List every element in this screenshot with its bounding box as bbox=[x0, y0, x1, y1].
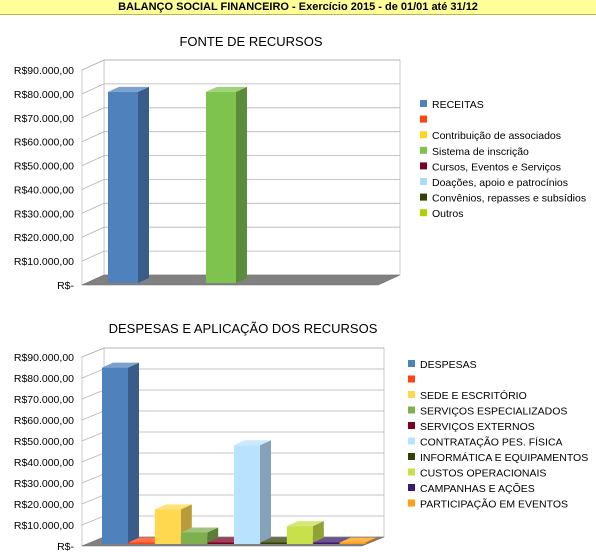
legend-entry: CUSTOS OPERACIONAIS bbox=[420, 468, 546, 480]
y-tick-label: R$30.000,00 bbox=[14, 478, 74, 490]
gridline bbox=[81, 83, 400, 95]
bar bbox=[102, 362, 139, 544]
legend-swatch bbox=[420, 178, 427, 185]
legend-swatch bbox=[408, 375, 415, 383]
legend-swatch bbox=[420, 193, 427, 201]
legend-swatch bbox=[408, 360, 415, 367]
y-tick-label: R$50.000,00 bbox=[14, 436, 74, 448]
legend-entry: Sistema de inscrição bbox=[432, 146, 529, 158]
y-tick-label: R$10.000,00 bbox=[14, 256, 74, 268]
y-tick-label: R$60.000,00 bbox=[14, 137, 74, 149]
legend-swatch bbox=[408, 453, 415, 460]
legend-entry: CAMPANHAS E AÇÕES bbox=[420, 482, 535, 495]
legend-swatch bbox=[408, 484, 415, 491]
gridline bbox=[81, 226, 400, 238]
chart-side-wall bbox=[81, 347, 105, 547]
y-tick-label: R$40.000,00 bbox=[14, 457, 74, 469]
gridline bbox=[81, 202, 400, 214]
legend-entry: Cursos, Eventos e Serviços bbox=[432, 161, 561, 173]
gridline bbox=[81, 107, 400, 119]
y-tick-label: R$- bbox=[57, 541, 74, 553]
legend-entry: PARTICIPAÇÃO EM EVENTOS bbox=[420, 498, 568, 511]
y-tick-label: R$70.000,00 bbox=[14, 113, 74, 125]
legend-swatch bbox=[408, 437, 415, 445]
chart-title: FONTE DE RECURSOS bbox=[179, 34, 322, 49]
legend-entry: CONTRATAÇÃO PES. FÍSICA bbox=[420, 436, 563, 449]
y-tick-label: R$- bbox=[57, 280, 74, 292]
legend-entry: SERVIÇOS ESPECIALIZADOS bbox=[420, 406, 567, 418]
legend-entry: DESPESAS bbox=[420, 359, 477, 371]
legend-entry: Outros bbox=[432, 208, 464, 220]
y-tick-label: R$90.000,00 bbox=[14, 352, 74, 364]
y-tick-label: R$80.000,00 bbox=[14, 373, 74, 385]
legend-swatch bbox=[408, 499, 415, 507]
y-tick-label: R$20.000,00 bbox=[14, 499, 74, 511]
legend-swatch bbox=[408, 422, 415, 429]
legend-swatch bbox=[420, 209, 427, 217]
gridline bbox=[81, 155, 400, 166]
bar bbox=[234, 440, 271, 544]
y-tick-label: R$70.000,00 bbox=[14, 394, 74, 406]
gridline bbox=[81, 347, 384, 358]
legend-entry: Contribuição de associados bbox=[432, 130, 561, 142]
report-header: BALANÇO SOCIAL FINANCEIRO - Exercício 20… bbox=[0, 0, 596, 15]
y-tick-label: R$50.000,00 bbox=[14, 161, 74, 173]
y-tick-label: R$10.000,00 bbox=[14, 520, 74, 532]
legend-entry: INFORMÁTICA E EQUIPAMENTOS bbox=[420, 451, 588, 464]
legend-entry: RECEITAS bbox=[432, 99, 484, 111]
y-tick-label: R$40.000,00 bbox=[14, 184, 74, 196]
legend-swatch bbox=[420, 131, 427, 139]
legend-swatch bbox=[408, 468, 415, 476]
y-tick-label: R$80.000,00 bbox=[14, 89, 74, 101]
gridline bbox=[81, 250, 400, 262]
chart-side-wall bbox=[81, 59, 105, 286]
legend-entry: Doações, apoio e patrocínios bbox=[432, 177, 568, 189]
legend-entry: Convênios, repasses e subsídios bbox=[432, 193, 586, 205]
gridline bbox=[81, 178, 400, 190]
bar bbox=[339, 537, 377, 544]
chart-title: DESPESAS E APLICAÇÃO DOS RECURSOS bbox=[109, 321, 378, 336]
bar bbox=[286, 521, 324, 544]
legend-swatch bbox=[408, 406, 415, 414]
legend-swatch bbox=[420, 162, 427, 170]
y-tick-label: R$30.000,00 bbox=[14, 208, 74, 220]
bar bbox=[206, 86, 247, 284]
bar bbox=[154, 504, 192, 544]
y-tick-label: R$60.000,00 bbox=[14, 415, 74, 427]
gridline bbox=[81, 131, 400, 143]
gridline bbox=[81, 59, 400, 71]
legend-swatch bbox=[420, 146, 427, 154]
legend-swatch bbox=[420, 100, 427, 107]
legend-swatch bbox=[420, 115, 427, 123]
bar bbox=[108, 86, 149, 284]
legend-entry: SEDE E ESCRITÓRIO bbox=[420, 389, 527, 402]
legend-entry: SERVIÇOS EXTERNOS bbox=[420, 421, 535, 433]
y-tick-label: R$90.000,00 bbox=[14, 65, 74, 77]
legend-swatch bbox=[408, 391, 415, 398]
y-tick-label: R$20.000,00 bbox=[14, 232, 74, 244]
